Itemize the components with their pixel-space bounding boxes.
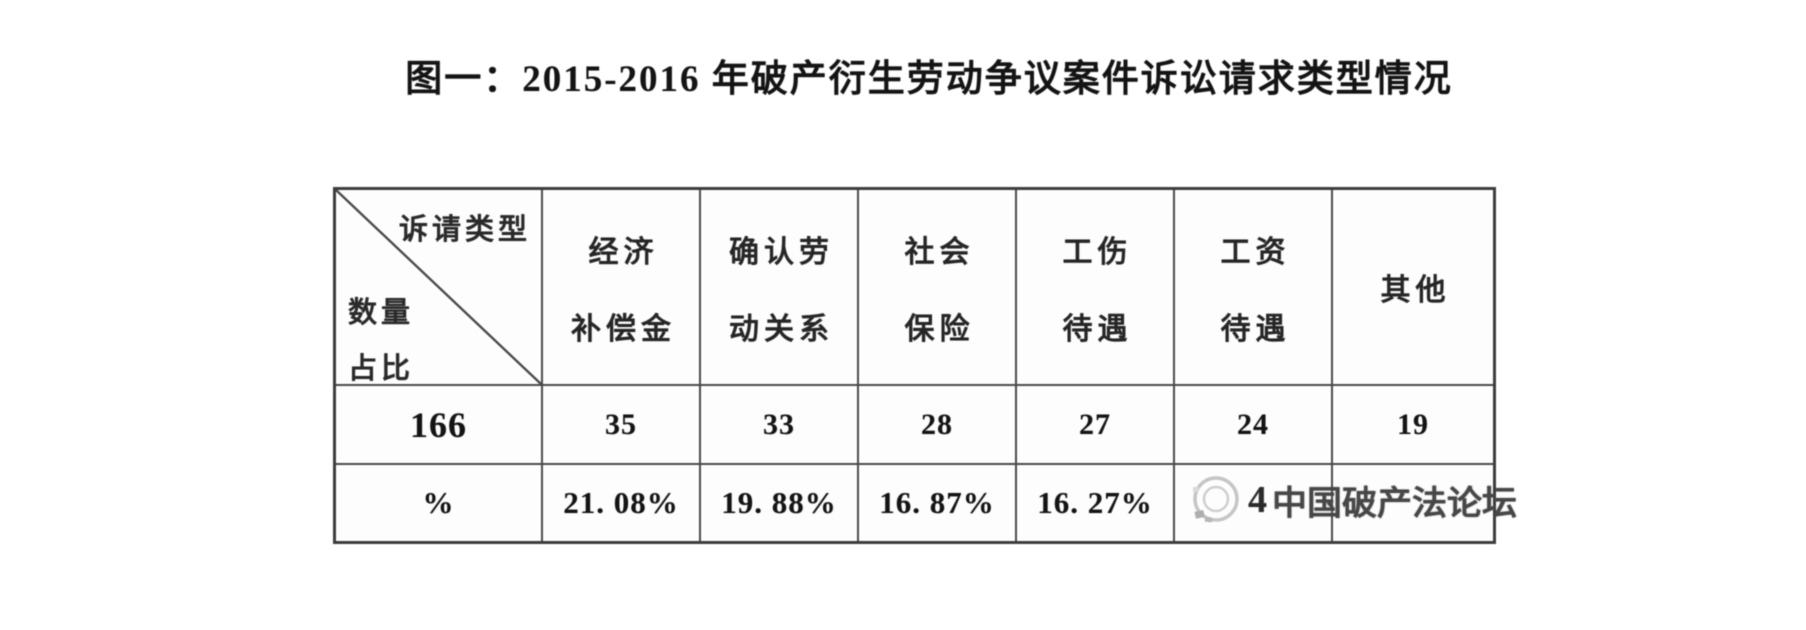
header-line: 工伤	[1062, 235, 1133, 269]
percent-cell-economic-compensation: 21. 08%	[543, 465, 701, 541]
header-economic-compensation: 经济 补偿金	[543, 190, 701, 386]
header-line: 动关系	[729, 312, 834, 346]
total-count-cell: 166	[336, 386, 543, 465]
count-cell-work-injury: 27	[1017, 386, 1175, 465]
header-work-injury-benefits: 工伤 待遇	[1017, 190, 1175, 386]
count-cell-wage-benefits: 24	[1175, 386, 1333, 465]
statistics-table: 诉请类型 数量 占比 经济 补偿金 确认劳 动关系 社会 保险 工伤 待遇 工资…	[333, 187, 1496, 544]
header-line: 待遇	[1220, 312, 1291, 346]
count-cell-economic-compensation: 35	[543, 386, 701, 465]
obscured-value-fragment: 4	[1248, 479, 1267, 521]
header-line: 确认劳	[729, 235, 834, 269]
count-cell-other: 19	[1333, 386, 1493, 465]
header-wage-benefits: 工资 待遇	[1175, 190, 1333, 386]
percent-cell-labor-relation: 19. 88%	[701, 465, 859, 541]
diagonal-divider	[336, 190, 541, 384]
corner-header-cell: 诉请类型 数量 占比	[336, 190, 543, 386]
header-line: 保险	[904, 312, 975, 346]
header-line: 经济	[588, 235, 659, 269]
corner-label-ratio: 占比	[348, 353, 415, 385]
percent-cell-wage-benefits-obscured	[1175, 465, 1333, 541]
header-line: 其他	[1380, 274, 1451, 307]
count-cell-social-insurance: 28	[859, 386, 1017, 465]
header-line: 工资	[1220, 235, 1291, 269]
header-other: 其他	[1333, 190, 1493, 386]
header-line: 待遇	[1062, 312, 1133, 346]
figure-title: 图一：2015-2016 年破产衍生劳动争议案件诉讼请求类型情况	[405, 59, 1453, 100]
header-social-insurance: 社会 保险	[859, 190, 1017, 386]
header-line: 社会	[904, 235, 975, 269]
watermark-text: 中国破产法论坛	[1272, 484, 1518, 522]
count-cell-labor-relation: 33	[701, 386, 859, 465]
corner-label-count: 数量	[348, 297, 415, 329]
percent-cell-work-injury: 16. 27%	[1017, 465, 1175, 541]
header-labor-relation-confirmation: 确认劳 动关系	[701, 190, 859, 386]
header-line: 补偿金	[571, 312, 676, 346]
corner-label-claim-type: 诉请类型	[398, 214, 531, 246]
forum-stamp-icon	[1193, 476, 1239, 523]
percent-cell-social-insurance: 16. 87%	[859, 465, 1017, 541]
percent-label-cell: %	[336, 465, 543, 541]
watermark: 4 中国破产法论坛	[1189, 473, 1517, 527]
